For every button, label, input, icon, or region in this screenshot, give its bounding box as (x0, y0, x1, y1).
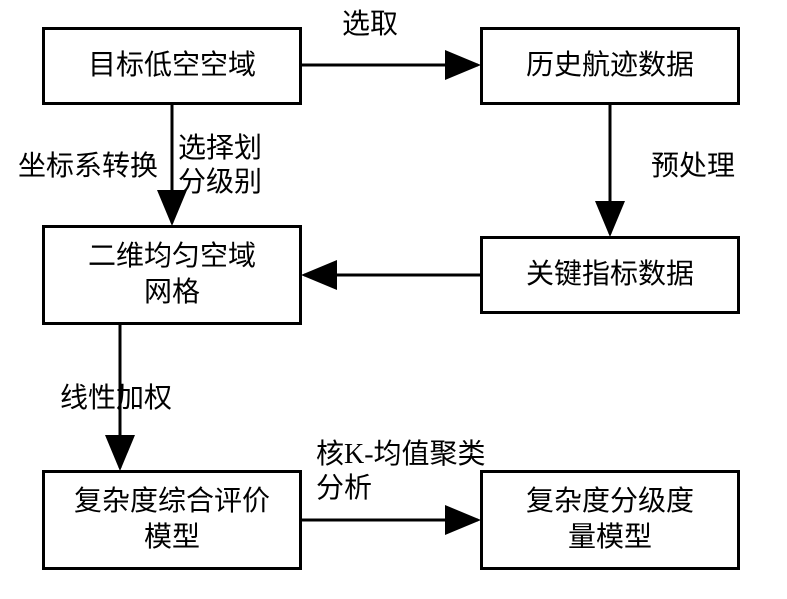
edge-label-kmeans-clustering: 核K-均值聚类分析 (316, 438, 486, 505)
node-label: 目标低空空域 (88, 48, 256, 84)
edge-label-preprocess: 预处理 (651, 150, 735, 184)
node-2d-uniform-grid: 二维均匀空域网格 (42, 225, 302, 325)
node-label: 复杂度分级度量模型 (526, 484, 694, 557)
edge-label-linear-weighting: 线性加权 (60, 382, 172, 416)
node-label: 历史航迹数据 (526, 48, 694, 84)
node-complexity-evaluation-model: 复杂度综合评价模型 (42, 470, 302, 570)
node-label: 复杂度综合评价模型 (74, 484, 270, 557)
node-complexity-grading-model: 复杂度分级度量模型 (480, 470, 740, 570)
node-key-indicator-data: 关键指标数据 (480, 236, 740, 314)
node-target-airspace: 目标低空空域 (42, 27, 302, 105)
node-historical-track-data: 历史航迹数据 (480, 27, 740, 105)
node-label: 关键指标数据 (526, 257, 694, 293)
edge-label-select: 选取 (342, 8, 398, 42)
edge-label-choose-division-level: 选择划分级别 (178, 132, 262, 199)
node-label: 二维均匀空域网格 (88, 239, 256, 312)
edge-label-coord-transform: 坐标系转换 (18, 150, 173, 184)
